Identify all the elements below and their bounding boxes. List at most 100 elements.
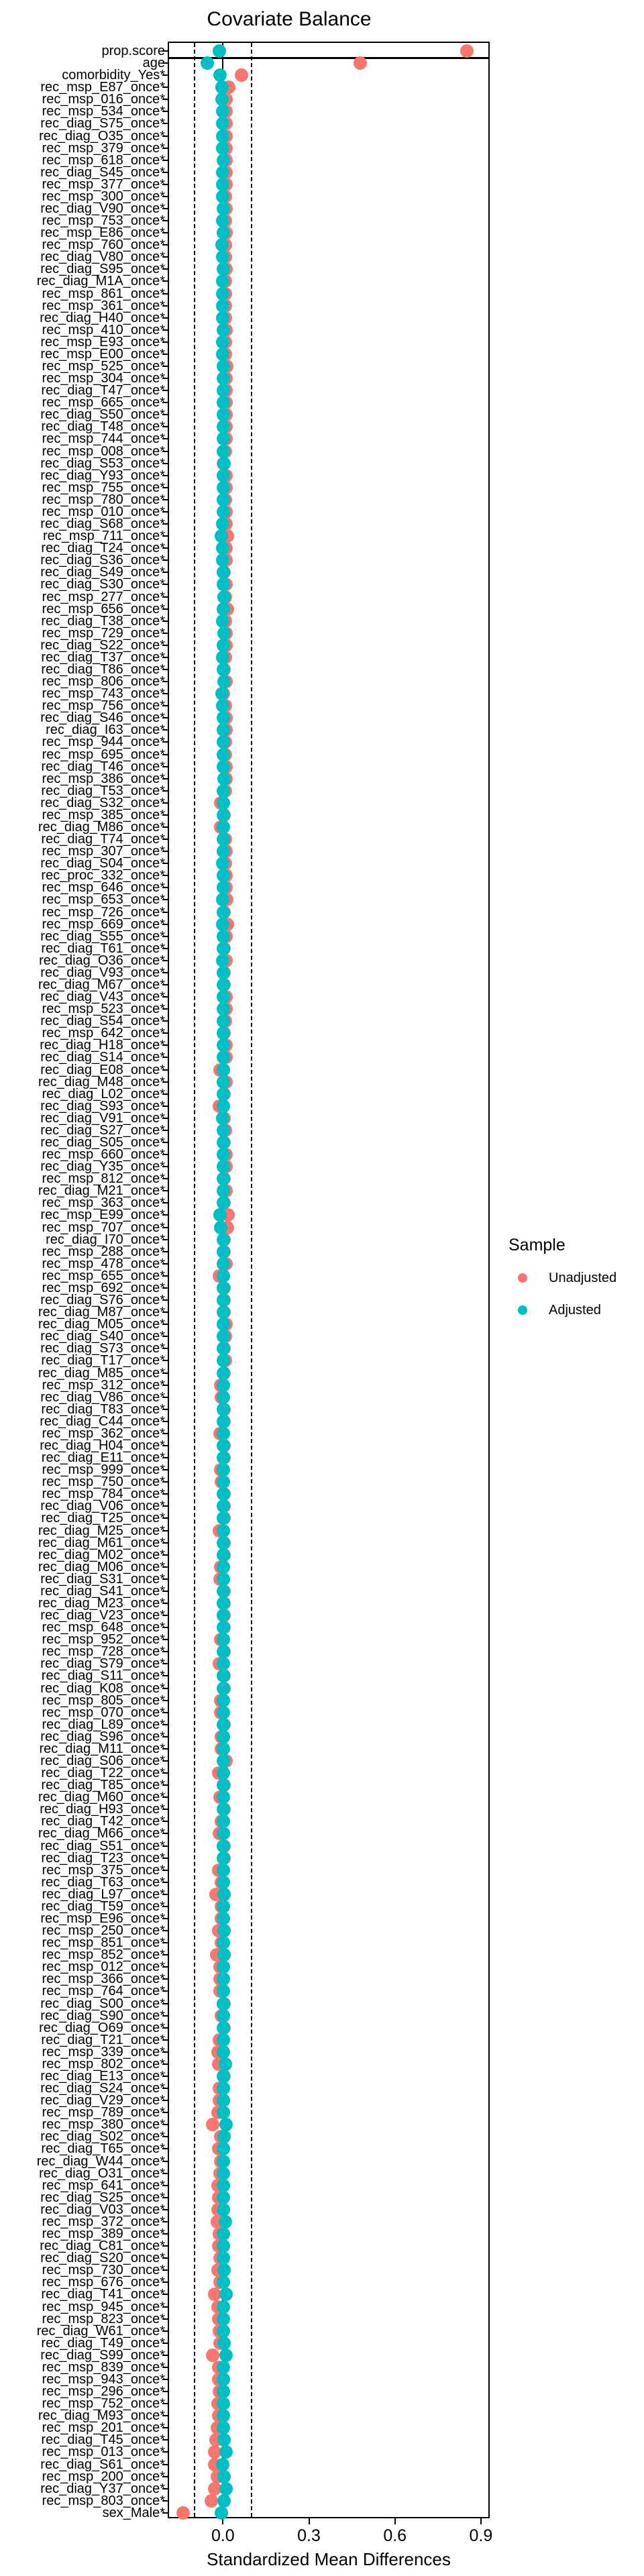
y-axis-tick bbox=[162, 1590, 168, 1592]
y-axis-label: rec_diag_S50_once* bbox=[40, 407, 165, 423]
y-axis-tick bbox=[162, 1348, 168, 1350]
adjusted-point bbox=[217, 420, 231, 434]
y-axis-tick bbox=[162, 814, 168, 816]
y-axis-label: rec_msp_523_once* bbox=[42, 1002, 165, 1017]
y-axis-tick bbox=[162, 1833, 168, 1835]
y-axis-tick bbox=[162, 1044, 168, 1046]
y-axis-label: rec_msp_944_once* bbox=[42, 735, 165, 750]
y-axis-tick bbox=[162, 1360, 168, 1362]
y-axis-label: rec_diag_S00_once* bbox=[40, 1996, 165, 2011]
adjusted-point bbox=[217, 504, 231, 519]
y-axis-tick bbox=[162, 2512, 168, 2514]
y-axis-label: rec_msp_379_once* bbox=[42, 140, 165, 156]
adjusted-point bbox=[217, 1330, 231, 1344]
unadjusted-point bbox=[206, 2118, 220, 2132]
y-axis-tick bbox=[162, 171, 168, 173]
unadjusted-point bbox=[354, 56, 368, 70]
y-axis-tick bbox=[162, 887, 168, 889]
y-axis-tick bbox=[162, 741, 168, 743]
y-axis-tick bbox=[162, 195, 168, 197]
adjusted-point bbox=[216, 1111, 230, 1125]
y-axis-tick bbox=[162, 1432, 168, 1434]
adjusted-point bbox=[217, 990, 231, 1004]
y-axis-label: rec_diag_M11_once* bbox=[39, 1741, 165, 1756]
adjusted-point bbox=[217, 978, 231, 991]
y-axis-tick bbox=[162, 1711, 168, 1713]
y-axis-label: rec_msp_692_once* bbox=[42, 1280, 165, 1295]
adjusted-point bbox=[217, 1366, 231, 1380]
y-axis-tick bbox=[162, 244, 168, 246]
adjusted-point bbox=[217, 1717, 231, 1731]
adjusted-point bbox=[217, 1596, 231, 1610]
y-axis-tick bbox=[162, 486, 168, 488]
adjusted-point bbox=[217, 1766, 231, 1780]
y-axis-tick bbox=[162, 935, 168, 937]
y-axis-tick bbox=[162, 1287, 168, 1289]
y-axis-label: rec_msp_642_once* bbox=[42, 1026, 165, 1041]
y-axis-label: rec_msp_016_once* bbox=[42, 92, 165, 107]
y-axis-label: rec_diag_S20_once* bbox=[40, 2251, 165, 2266]
legend-label-adjusted: Adjusted bbox=[549, 1303, 601, 1318]
adjusted-point bbox=[217, 1256, 231, 1271]
y-axis-tick bbox=[162, 1651, 168, 1653]
adjusted-point bbox=[217, 1669, 231, 1683]
y-axis-label: rec_diag_S96_once* bbox=[40, 1729, 165, 1744]
y-axis-tick bbox=[162, 1748, 168, 1750]
y-axis-label: rec_diag_T24_once* bbox=[41, 541, 165, 556]
y-axis-tick bbox=[162, 305, 168, 307]
adjusted-point bbox=[216, 177, 230, 191]
y-axis-tick bbox=[162, 2124, 168, 2126]
y-axis-tick bbox=[162, 1275, 168, 1277]
y-axis-label: rec_diag_V86_once* bbox=[40, 1389, 165, 1405]
y-axis-label: rec_msp_361_once* bbox=[42, 298, 165, 313]
y-axis-tick bbox=[162, 2160, 168, 2162]
adjusted-point bbox=[217, 784, 231, 798]
y-axis-label: rec_msp_362_once* bbox=[42, 1426, 165, 1441]
adjusted-point bbox=[217, 626, 231, 640]
y-axis-tick bbox=[162, 1069, 168, 1071]
y-axis-tick bbox=[162, 268, 168, 270]
adjusted-point bbox=[217, 747, 231, 761]
y-axis-label: rec_diag_V06_once* bbox=[40, 1499, 165, 1514]
y-axis-label: rec_diag_O35_once* bbox=[39, 128, 165, 144]
y-axis-label: rec_msp_728_once* bbox=[42, 1644, 165, 1660]
y-axis-tick bbox=[162, 1784, 168, 1786]
adjusted-point bbox=[217, 1875, 231, 1889]
y-axis-tick bbox=[162, 1214, 168, 1216]
adjusted-point bbox=[217, 566, 231, 580]
y-axis-tick bbox=[162, 1918, 168, 1919]
y-axis-tick bbox=[162, 511, 168, 513]
adjusted-point bbox=[217, 2397, 231, 2411]
y-axis-tick bbox=[162, 1093, 168, 1095]
y-axis-tick bbox=[162, 2088, 168, 2090]
y-axis-tick bbox=[162, 1178, 168, 1180]
y-axis-label: rec_msp_750_once* bbox=[42, 1474, 165, 1490]
y-axis-label: rec_msp_756_once* bbox=[42, 698, 165, 714]
adjusted-point bbox=[217, 1342, 231, 1356]
y-axis-label: rec_diag_S51_once* bbox=[40, 1838, 165, 1854]
y-axis-label: rec_diag_S95_once* bbox=[40, 262, 165, 277]
adjusted-point bbox=[216, 553, 230, 568]
y-axis-label: rec_msp_304_once* bbox=[42, 371, 165, 386]
adjusted-point bbox=[217, 1244, 231, 1258]
y-axis-label: rec_diag_S49_once* bbox=[40, 565, 165, 580]
y-axis-tick bbox=[162, 681, 168, 683]
adjusted-point bbox=[217, 2094, 231, 2108]
y-axis-label: rec_diag_S46_once* bbox=[40, 710, 165, 726]
y-axis-label: rec_diag_S45_once* bbox=[40, 164, 165, 180]
y-axis-label: rec_diag_E11_once* bbox=[41, 1450, 165, 1466]
y-axis-tick bbox=[162, 705, 168, 707]
adjusted-point bbox=[216, 105, 230, 119]
x-axis-tick bbox=[222, 2518, 224, 2524]
adjusted-key-icon bbox=[518, 1305, 527, 1315]
y-axis-tick bbox=[162, 2378, 168, 2380]
y-axis-label: rec_msp_730_once* bbox=[42, 2263, 165, 2278]
y-axis-label: rec_msp_952_once* bbox=[42, 1632, 165, 1648]
adjusted-point bbox=[217, 808, 231, 822]
y-axis-label: rec_diag_T25_once* bbox=[41, 1511, 165, 1526]
y-axis-label: rec_diag_T47_once* bbox=[41, 383, 165, 398]
y-axis-label: rec_msp_300_once* bbox=[42, 189, 165, 204]
y-axis-label: rec_diag_M60_once* bbox=[38, 1790, 165, 1805]
y-axis-label: rec_proc_332_once* bbox=[41, 868, 165, 883]
y-axis-label: rec_diag_T37_once* bbox=[41, 649, 165, 665]
